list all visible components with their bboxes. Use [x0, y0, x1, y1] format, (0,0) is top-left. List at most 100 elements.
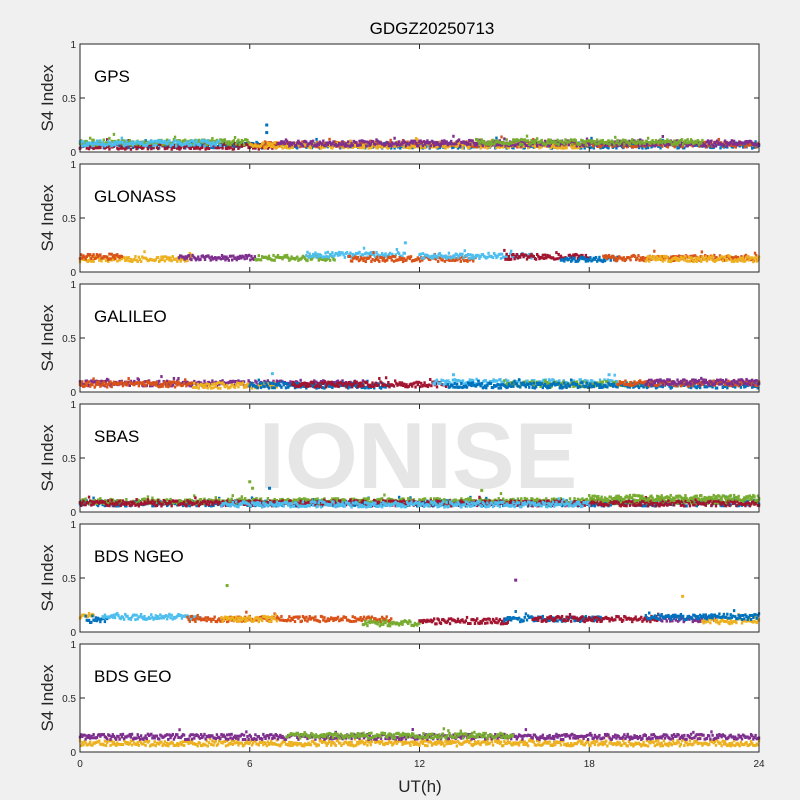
data-point-purple: [746, 141, 749, 145]
data-point-yellow: [353, 144, 357, 148]
data-point-green: [695, 140, 698, 144]
data-point-lightblue: [210, 144, 213, 148]
data-point-yellow: [143, 250, 146, 254]
data-point-purple: [363, 140, 367, 144]
data-point-orange: [625, 145, 629, 149]
data-point-purple: [253, 255, 257, 259]
data-point-darkred: [541, 253, 545, 257]
data-point-purple: [710, 380, 713, 384]
data-point-lightblue: [82, 140, 85, 144]
data-point-green: [575, 380, 579, 384]
data-point-green: [594, 142, 598, 146]
data-point-yellow: [409, 146, 412, 150]
data-point-yellow: [739, 256, 743, 260]
data-point-yellow: [170, 259, 173, 263]
data-point-lightblue: [468, 378, 472, 382]
data-point-lightblue: [325, 255, 328, 259]
data-point-purple: [462, 140, 465, 144]
data-point-yellow: [259, 144, 263, 148]
data-point-green: [211, 136, 214, 140]
panel-label: GPS: [94, 67, 130, 86]
data-point-blue: [594, 255, 598, 259]
data-point-purple: [481, 144, 485, 148]
data-point-green: [624, 138, 627, 142]
data-point-blue: [489, 382, 492, 386]
data-point-yellow: [291, 146, 294, 150]
data-point-purple: [718, 382, 721, 386]
data-point-blue: [583, 146, 586, 150]
data-point-green: [238, 143, 241, 147]
data-point-blue: [589, 382, 592, 386]
data-point-blue: [599, 383, 602, 387]
data-point-purple: [279, 142, 282, 146]
data-point-darkred: [545, 256, 548, 260]
data-point-green: [578, 142, 582, 146]
data-point-yellow: [413, 145, 417, 149]
data-point-purple: [650, 378, 653, 382]
data-point-purple: [317, 143, 320, 147]
data-point-green: [607, 139, 610, 143]
data-point-darkred: [414, 385, 417, 389]
data-point-green: [246, 138, 249, 142]
data-point-green: [643, 141, 646, 145]
data-point-purple: [425, 141, 428, 145]
data-point-blue: [506, 385, 509, 389]
data-point-darkred: [104, 145, 108, 149]
data-point-yellow: [118, 258, 121, 262]
data-point-blue: [250, 381, 254, 385]
data-point-darkred: [534, 257, 538, 261]
data-point-orange: [673, 145, 676, 149]
data-point-purple: [421, 144, 425, 148]
data-point-green: [701, 138, 704, 142]
data-point-yellow: [193, 381, 196, 385]
data-point-orange: [414, 143, 417, 147]
data-point-blue: [523, 146, 526, 150]
data-point-purple: [158, 379, 161, 383]
data-point-yellow: [288, 146, 291, 150]
data-point-purple: [588, 143, 591, 147]
data-point-purple: [603, 143, 607, 147]
data-point-yellow: [444, 146, 447, 150]
data-point-purple: [288, 144, 291, 148]
data-point-blue: [548, 386, 551, 390]
data-point-yellow: [351, 146, 354, 150]
data-point-lightblue: [91, 144, 94, 148]
data-point-purple: [464, 141, 468, 145]
data-point-yellow: [662, 254, 666, 258]
data-point-lightblue: [184, 142, 187, 146]
data-point-lightblue: [324, 251, 327, 255]
data-point-blue: [568, 256, 572, 260]
data-point-darkred: [251, 146, 255, 150]
data-point-yellow: [556, 146, 559, 150]
data-point-darkred: [254, 146, 257, 150]
data-point-purple: [374, 142, 377, 146]
data-point-lightblue: [362, 246, 366, 250]
data-point-green: [628, 142, 632, 146]
y-tick-label: 1: [70, 160, 76, 171]
data-point-purple: [539, 143, 542, 147]
data-point-yellow: [216, 386, 220, 390]
data-point-lightblue: [336, 253, 340, 257]
data-point-lightblue: [219, 144, 222, 148]
data-point-lightblue: [420, 256, 423, 260]
y-axis-label: S4 Index: [38, 304, 57, 372]
data-point-lightblue: [315, 255, 318, 259]
data-point-blue: [534, 385, 538, 389]
data-point-purple: [523, 142, 526, 146]
data-point-blue: [459, 385, 462, 389]
data-point-yellow: [219, 386, 222, 390]
data-point-purple: [700, 376, 703, 380]
data-point-orange: [443, 259, 447, 263]
data-point-green: [685, 141, 688, 145]
data-point-orange: [389, 138, 392, 142]
data-point-green: [267, 254, 271, 258]
data-point-lightblue: [509, 249, 513, 253]
data-point-purple: [472, 141, 476, 145]
data-point-purple: [190, 258, 193, 262]
data-point-lightblue: [146, 142, 150, 146]
data-point-yellow: [162, 255, 165, 259]
data-point-yellow: [280, 145, 283, 149]
data-point-yellow: [100, 259, 103, 263]
data-point-yellow: [236, 381, 239, 385]
data-point-green: [256, 258, 259, 262]
